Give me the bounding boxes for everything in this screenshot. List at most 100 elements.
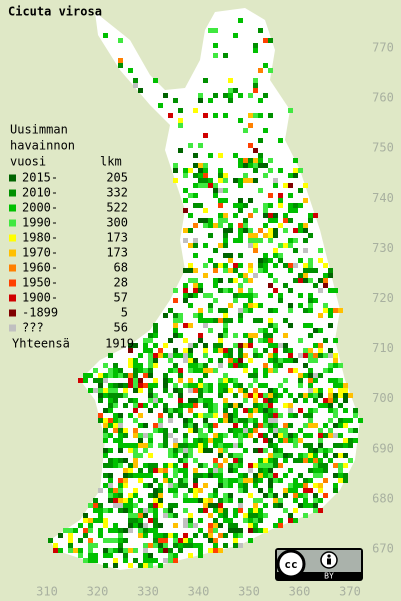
observation-square — [203, 168, 208, 173]
legend-label: 1980- — [22, 231, 58, 245]
observation-square — [208, 308, 213, 313]
observation-square — [208, 503, 213, 508]
observation-square — [283, 508, 288, 513]
observation-square — [193, 383, 198, 388]
observation-square — [233, 33, 238, 38]
observation-square — [118, 423, 123, 428]
observation-square — [148, 338, 153, 343]
observation-square — [353, 413, 358, 418]
observation-square — [163, 443, 168, 448]
observation-square — [193, 283, 198, 288]
observation-square — [278, 433, 283, 438]
observation-square — [173, 453, 178, 458]
observation-square — [333, 308, 338, 313]
observation-square — [108, 458, 113, 463]
observation-square — [238, 503, 243, 508]
observation-square — [188, 418, 193, 423]
observation-square — [138, 508, 143, 513]
observation-square — [148, 463, 153, 468]
observation-square — [248, 113, 253, 118]
observation-square — [313, 498, 318, 503]
observation-square — [98, 378, 103, 383]
observation-square — [318, 433, 323, 438]
observation-square — [198, 433, 203, 438]
observation-square — [248, 468, 253, 473]
observation-square — [323, 423, 328, 428]
observation-square — [188, 383, 193, 388]
observation-square — [343, 423, 348, 428]
observation-square — [108, 493, 113, 498]
observation-square — [283, 473, 288, 478]
observation-square — [278, 138, 283, 143]
observation-square — [248, 298, 253, 303]
observation-square — [183, 468, 188, 473]
observation-square — [318, 248, 323, 253]
observation-square — [153, 523, 158, 528]
observation-square — [193, 473, 198, 478]
observation-square — [303, 198, 308, 203]
by-text: BY — [324, 572, 334, 581]
observation-square — [193, 423, 198, 428]
observation-square — [278, 243, 283, 248]
observation-square — [328, 378, 333, 383]
observation-square — [153, 493, 158, 498]
observation-square — [258, 518, 263, 523]
observation-square — [203, 133, 208, 138]
observation-square — [178, 543, 183, 548]
observation-square — [183, 478, 188, 483]
observation-square — [228, 98, 233, 103]
observation-square — [248, 93, 253, 98]
observation-square — [203, 293, 208, 298]
observation-square — [163, 428, 168, 433]
observation-square — [238, 233, 243, 238]
observation-square — [323, 478, 328, 483]
observation-square — [168, 548, 173, 553]
observation-square — [163, 313, 168, 318]
observation-square — [103, 388, 108, 393]
observation-square — [118, 418, 123, 423]
observation-square — [303, 223, 308, 228]
observation-square — [163, 508, 168, 513]
observation-square — [318, 258, 323, 263]
observation-square — [173, 388, 178, 393]
observation-square — [338, 423, 343, 428]
observation-square — [203, 508, 208, 513]
observation-square — [118, 383, 123, 388]
observation-square — [238, 163, 243, 168]
observation-square — [173, 443, 178, 448]
observation-square — [183, 168, 188, 173]
observation-square — [233, 443, 238, 448]
observation-square — [348, 428, 353, 433]
observation-square — [243, 203, 248, 208]
observation-square — [193, 243, 198, 248]
observation-square — [183, 438, 188, 443]
observation-square — [263, 163, 268, 168]
observation-square — [198, 318, 203, 323]
observation-square — [318, 328, 323, 333]
observation-square — [308, 418, 313, 423]
observation-square — [173, 513, 178, 518]
observation-square — [223, 318, 228, 323]
observation-square — [213, 28, 218, 33]
observation-square — [153, 533, 158, 538]
observation-square — [218, 433, 223, 438]
observation-square — [268, 233, 273, 238]
observation-square — [103, 553, 108, 558]
observation-square — [253, 408, 258, 413]
observation-square — [243, 473, 248, 478]
observation-square — [108, 353, 113, 358]
observation-square — [193, 278, 198, 283]
observation-square — [238, 533, 243, 538]
observation-square — [273, 493, 278, 498]
observation-square — [338, 388, 343, 393]
observation-square — [138, 518, 143, 523]
observation-square — [283, 493, 288, 498]
observation-square — [128, 443, 133, 448]
observation-square — [183, 338, 188, 343]
observation-square — [113, 373, 118, 378]
observation-square — [218, 533, 223, 538]
observation-square — [223, 228, 228, 233]
observation-square — [333, 423, 338, 428]
observation-square — [183, 348, 188, 353]
observation-square — [258, 353, 263, 358]
